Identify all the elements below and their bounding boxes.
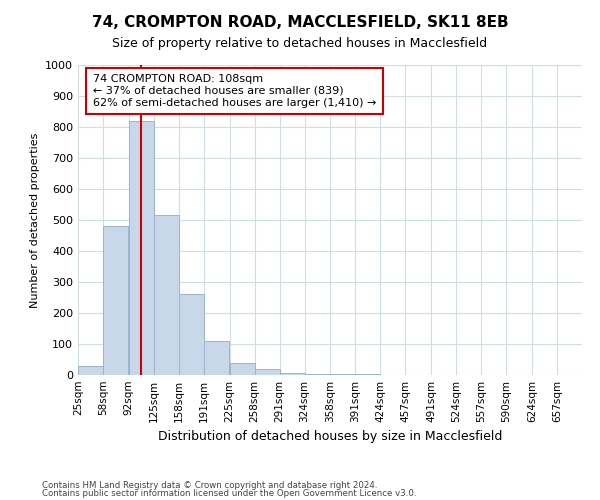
- Bar: [331, 374, 355, 375]
- Text: 74, CROMPTON ROAD, MACCLESFIELD, SK11 8EB: 74, CROMPTON ROAD, MACCLESFIELD, SK11 8E…: [92, 15, 508, 30]
- Bar: [280, 372, 305, 375]
- Text: Contains HM Land Registry data © Crown copyright and database right 2024.: Contains HM Land Registry data © Crown c…: [42, 480, 377, 490]
- Bar: [230, 363, 254, 375]
- Bar: [254, 369, 280, 375]
- Bar: [355, 374, 380, 375]
- Bar: [129, 121, 154, 375]
- Bar: [154, 216, 179, 375]
- Text: Size of property relative to detached houses in Macclesfield: Size of property relative to detached ho…: [112, 38, 488, 51]
- Bar: [179, 294, 204, 375]
- Bar: [103, 226, 128, 375]
- X-axis label: Distribution of detached houses by size in Macclesfield: Distribution of detached houses by size …: [158, 430, 502, 444]
- Y-axis label: Number of detached properties: Number of detached properties: [29, 132, 40, 308]
- Bar: [204, 341, 229, 375]
- Bar: [305, 374, 329, 375]
- Text: Contains public sector information licensed under the Open Government Licence v3: Contains public sector information licen…: [42, 489, 416, 498]
- Bar: [78, 366, 103, 375]
- Text: 74 CROMPTON ROAD: 108sqm
← 37% of detached houses are smaller (839)
62% of semi-: 74 CROMPTON ROAD: 108sqm ← 37% of detach…: [93, 74, 376, 108]
